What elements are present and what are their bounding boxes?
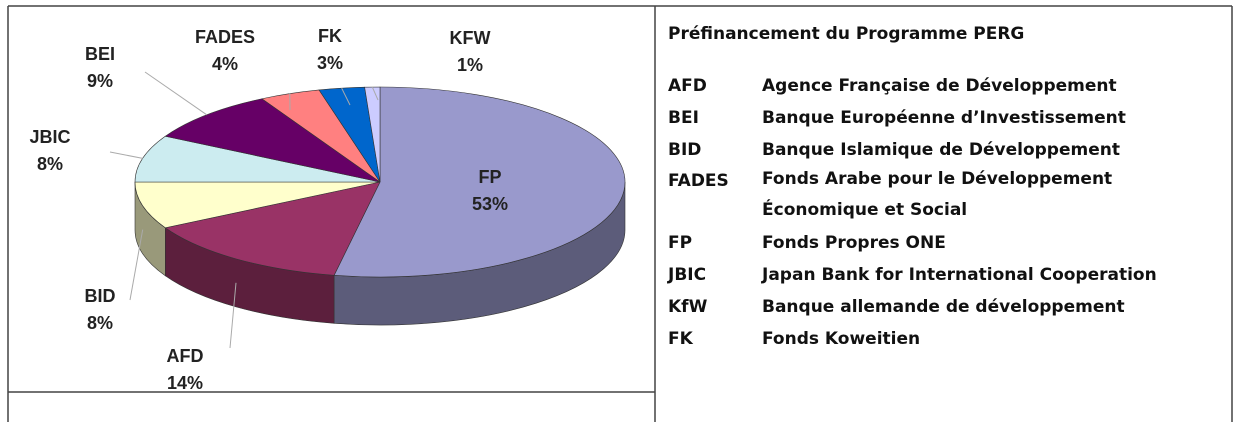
slice-value: 4% xyxy=(212,54,238,74)
leader-line xyxy=(341,87,351,106)
abbreviation: KfW xyxy=(668,297,708,317)
slice-label: FK xyxy=(318,26,342,46)
abbreviation: BID xyxy=(668,140,702,160)
slice-label: FADES xyxy=(195,27,255,47)
slice-value: 8% xyxy=(37,154,63,174)
slice xyxy=(134,181,381,229)
full-name: Banque allemande de développement xyxy=(762,297,1125,317)
slice-label: FP xyxy=(478,167,501,187)
slice-label: BEI xyxy=(85,44,115,64)
abbreviation: BEI xyxy=(668,108,699,128)
frame xyxy=(7,5,1233,422)
full-name: Banque Européenne d’Investissement xyxy=(762,108,1126,128)
leader-line xyxy=(371,86,379,101)
leader-line xyxy=(144,71,208,116)
slice-label: AFD xyxy=(167,346,204,366)
slice-label: KFW xyxy=(450,28,491,48)
slice-value: 3% xyxy=(317,53,343,73)
slice-value: 14% xyxy=(167,373,203,393)
slice-value: 53% xyxy=(472,194,508,214)
slice-value: 1% xyxy=(457,55,483,75)
slice-label: JBIC xyxy=(29,127,70,147)
abbreviation: FK xyxy=(668,329,693,349)
abbreviation: JBIC xyxy=(668,265,707,285)
slice xyxy=(164,181,381,276)
leader-line xyxy=(109,151,143,159)
full-name: Fonds Arabe pour le Développement Économ… xyxy=(762,169,1113,220)
full-name: Japan Bank for International Cooperation xyxy=(762,265,1157,285)
table-title: Préfinancement du Programme PERG xyxy=(668,24,1025,44)
leader-line xyxy=(229,282,237,349)
full-name: Agence Française de Développement xyxy=(762,76,1117,96)
slice xyxy=(333,86,626,278)
slice xyxy=(364,86,381,183)
slice-value: 8% xyxy=(87,313,113,333)
full-name: Banque Islamique de Développement xyxy=(762,140,1120,160)
abbreviation: FADES xyxy=(668,171,729,191)
abbreviation: AFD xyxy=(668,76,707,96)
abbreviation: FP xyxy=(668,233,693,253)
slice-label: BID xyxy=(85,286,116,306)
leader-line xyxy=(129,229,144,301)
slice xyxy=(164,98,381,183)
full-name: Fonds Propres ONE xyxy=(762,233,946,253)
full-name: Fonds Koweitien xyxy=(762,329,921,349)
slice-value: 9% xyxy=(87,71,113,91)
